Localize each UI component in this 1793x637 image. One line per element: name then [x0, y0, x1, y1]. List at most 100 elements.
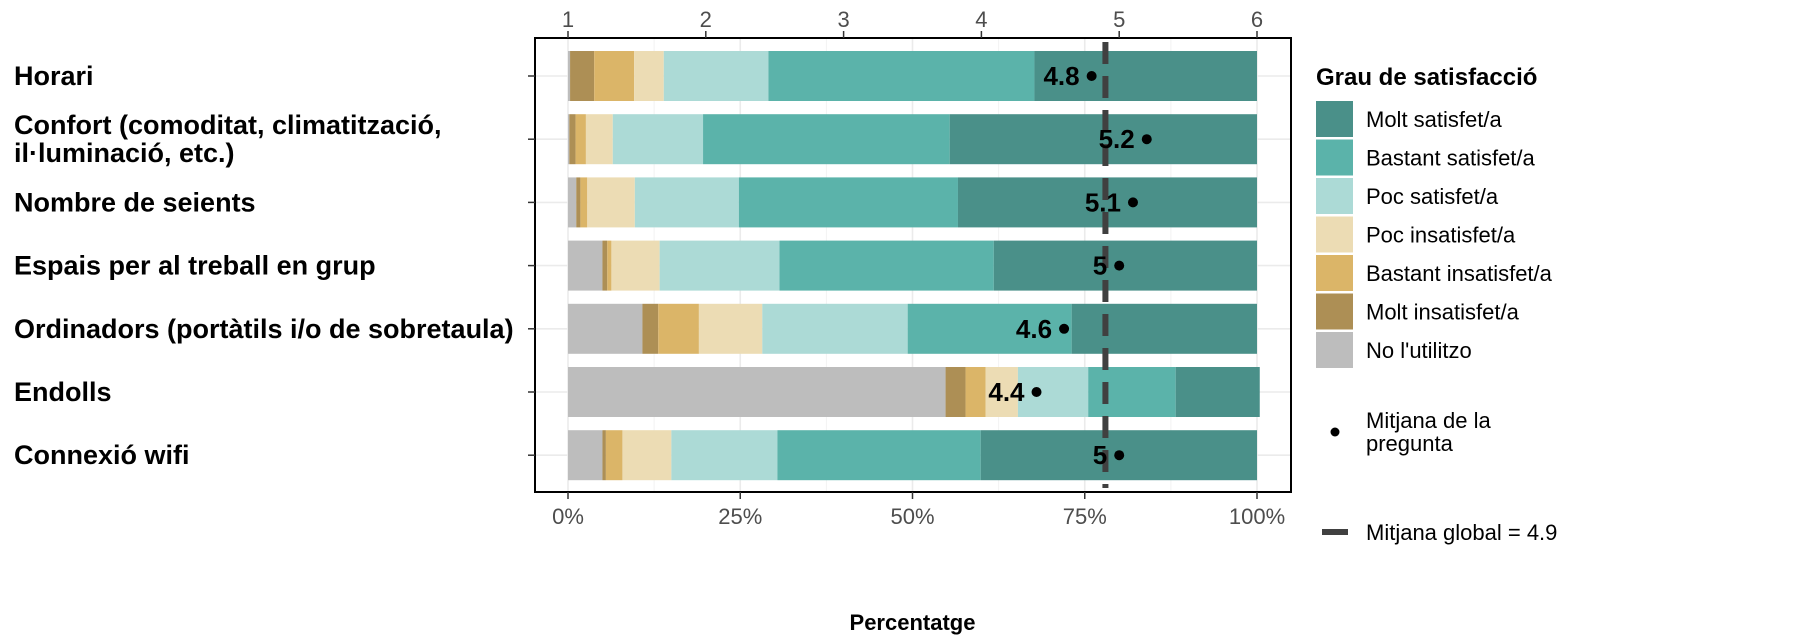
x-tick-label: 25% [718, 504, 762, 529]
bar-segment [762, 303, 908, 354]
legend-swatch [1316, 178, 1353, 214]
bar-segment [659, 240, 780, 291]
category-label: Espais per al treball en grup [14, 251, 376, 281]
legend-mean-dot [1330, 427, 1340, 437]
mean-point [1141, 134, 1152, 145]
top-tick-label: 4 [975, 7, 987, 32]
mean-label: 5.2 [1099, 124, 1135, 154]
legend-swatch [1316, 255, 1353, 291]
bar-segment [622, 430, 672, 481]
bar-segment [575, 114, 586, 165]
x-axis-title: Percentatge [850, 610, 976, 635]
bar-segment [779, 240, 994, 291]
legend-label: Molt satisfet/a [1366, 107, 1502, 132]
mean-point [1031, 387, 1042, 397]
category-labels: Horari Confort (comoditat, climatització,… [14, 61, 535, 470]
bar-segment [607, 240, 612, 291]
bar-segment [568, 430, 603, 481]
bar-segment [585, 114, 613, 165]
legend-swatch [1316, 332, 1353, 368]
category-label: il·luminació, etc.) [14, 138, 235, 168]
mean-label: 4.6 [1016, 314, 1052, 344]
category-label: Horari [14, 61, 94, 91]
bar-segment [580, 177, 588, 228]
x-tick-label: 0% [552, 504, 584, 529]
bar-segment [568, 303, 643, 354]
bar-segment [605, 430, 623, 481]
mean-point [1114, 450, 1125, 461]
bar-segment [768, 51, 1035, 101]
x-tick-label: 75% [1063, 504, 1107, 529]
mean-label: 4.4 [988, 377, 1025, 407]
legend-label: No l'utilitzo [1366, 338, 1472, 363]
bar-segment [602, 240, 608, 291]
legend-swatch [1316, 216, 1353, 253]
legend-label: Bastant insatisfet/a [1366, 261, 1553, 286]
bar-segment [587, 177, 635, 228]
bar-segment [907, 303, 1072, 354]
bar-segment [1088, 367, 1176, 417]
top-tick-label: 5 [1113, 7, 1125, 32]
bar-segment [945, 367, 966, 417]
legend-title: Grau de satisfacció [1316, 64, 1537, 91]
legend-swatch [1316, 139, 1353, 176]
bar-segment [663, 51, 769, 101]
bar-segment [602, 430, 606, 481]
category-label: Confort (comoditat, climatització, [14, 110, 442, 140]
bar-segment [568, 240, 603, 291]
legend-label: Molt insatisfet/a [1366, 300, 1520, 325]
legend: Grau de satisfacció Molt satisfet/a Basta… [1316, 64, 1557, 545]
category-label: Endolls [14, 377, 112, 407]
top-tick-label: 3 [837, 7, 849, 32]
category-label: Ordinadors (portàtils i/o de sobretaula) [14, 314, 514, 344]
bar-segment [568, 177, 577, 228]
x-axis: 0% 25% 50% 75% 100% [552, 492, 1285, 529]
mean-label: 5 [1093, 251, 1107, 281]
mean-label: 4.8 [1043, 61, 1079, 91]
x-tick-label: 100% [1229, 504, 1285, 529]
mean-point [1059, 323, 1070, 334]
category-label: Nombre de seients [14, 187, 256, 217]
mean-markers: 4.8 5.2 5.1 5 4.6 4.4 5 [988, 61, 1152, 470]
bar-segment [965, 367, 986, 417]
bar-segment [658, 303, 699, 354]
bar-segment [634, 177, 739, 228]
mean-point [1114, 260, 1125, 271]
mean-label: 5 [1093, 440, 1107, 470]
mean-point [1127, 197, 1138, 208]
bar-segment [777, 430, 981, 481]
bar-segment [1071, 303, 1257, 354]
bar-segment [594, 51, 635, 101]
top-tick-label: 6 [1251, 7, 1263, 32]
top-tick-label: 1 [562, 7, 574, 32]
mean-point [1086, 71, 1097, 81]
x-tick-label: 50% [890, 504, 934, 529]
bar-segment [1034, 51, 1257, 101]
bar-segment [703, 114, 950, 165]
bar-segment [738, 177, 958, 228]
legend-global-mean-label: Mitjana global = 4.9 [1366, 520, 1557, 545]
legend-label: Poc satisfet/a [1366, 184, 1499, 209]
legend-swatch [1316, 101, 1353, 137]
bar-segment [612, 114, 704, 165]
bar-segment [568, 51, 571, 101]
top-tick-label: 2 [700, 7, 712, 32]
bar-segment [634, 51, 664, 101]
bar-segment [698, 303, 763, 354]
legend-swatch [1316, 293, 1353, 330]
bar-segment [985, 367, 1018, 417]
bar-segment [568, 367, 946, 417]
bars [568, 51, 1260, 481]
bar-segment [611, 240, 660, 291]
legend-label: Poc insatisfet/a [1366, 223, 1516, 248]
legend-mean-label: Mitjana de la pregunta [1366, 408, 1492, 456]
bar-segment [568, 114, 570, 165]
category-label: Connexió wifi [14, 440, 190, 470]
bar-segment [569, 114, 576, 165]
bar-segment [576, 177, 581, 228]
mean-label: 5.1 [1085, 187, 1121, 217]
bar-segment [993, 240, 1257, 291]
bar-segment [1017, 367, 1089, 417]
top-axis: 1 2 3 4 5 6 [562, 7, 1263, 38]
bar-segment [642, 303, 659, 354]
